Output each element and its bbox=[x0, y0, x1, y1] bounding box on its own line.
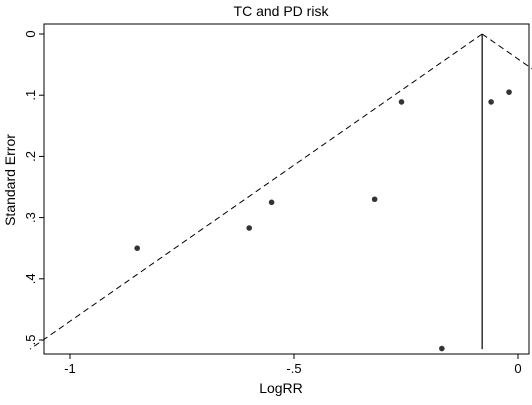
data-point bbox=[488, 99, 494, 105]
y-tick-label: .3 bbox=[23, 212, 38, 223]
data-points bbox=[134, 89, 512, 352]
y-tick-label: .2 bbox=[23, 151, 38, 162]
y-axis: 0 .1 .2 .3 .4 .5 bbox=[23, 30, 44, 345]
data-point bbox=[439, 345, 445, 352]
chart-title: TC and PD risk bbox=[234, 3, 330, 19]
funnel-left-limit bbox=[29, 33, 483, 350]
data-point bbox=[371, 196, 378, 203]
funnel-right-limit bbox=[481, 33, 532, 70]
data-point bbox=[268, 199, 275, 206]
y-tick-label: .1 bbox=[23, 90, 38, 101]
x-tick-label: -.5 bbox=[286, 361, 301, 376]
data-point bbox=[398, 99, 405, 105]
y-tick-label: .5 bbox=[23, 335, 38, 346]
y-tick-label: 0 bbox=[23, 30, 38, 37]
data-point bbox=[246, 225, 252, 231]
x-tick-label: -1 bbox=[64, 361, 76, 376]
x-axis-title: LogRR bbox=[259, 380, 303, 396]
x-axis: -1-.50.51 bbox=[64, 354, 522, 376]
data-point bbox=[506, 89, 512, 95]
y-axis-title: Standard Error bbox=[2, 134, 18, 226]
y-tick-label: .4 bbox=[23, 273, 38, 284]
x-tick-label: 0 bbox=[514, 361, 521, 376]
plot-frame bbox=[43, 23, 530, 355]
data-point bbox=[134, 245, 140, 251]
funnel-lines bbox=[29, 33, 532, 350]
